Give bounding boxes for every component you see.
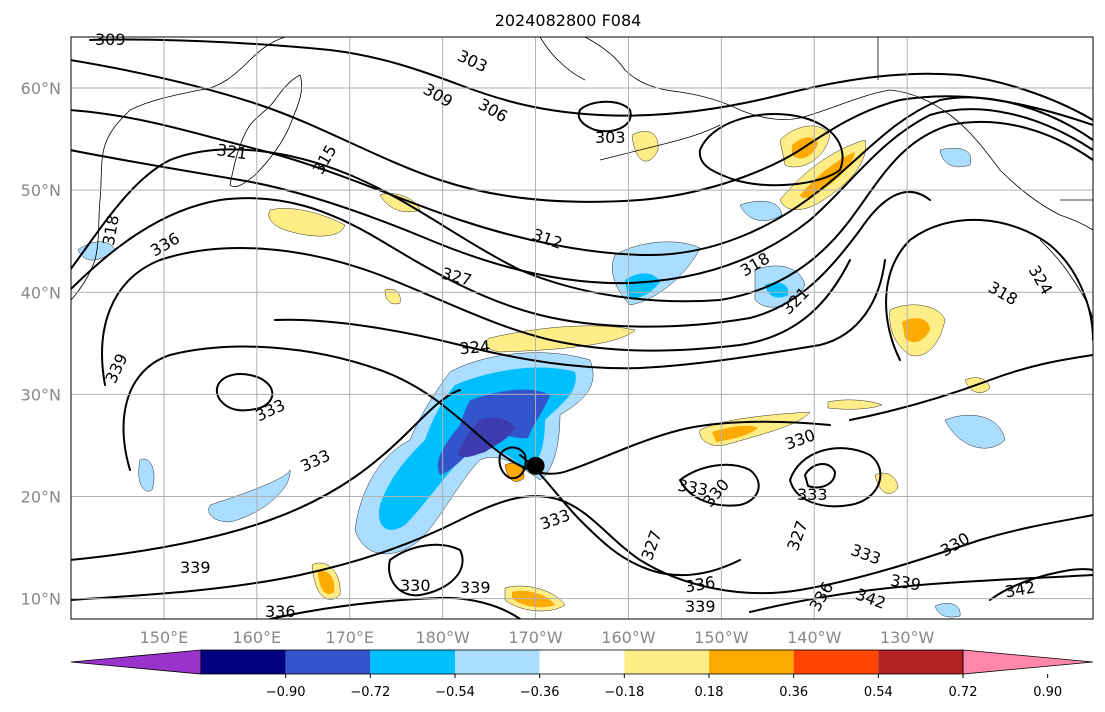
lon-tick-label: 160°W [601, 628, 656, 647]
contour-label: 333 [797, 485, 828, 504]
lat-tick-label: 50°N [21, 181, 61, 200]
contour-label: 321 [216, 140, 249, 163]
lon-tick-label: 180°W [415, 628, 470, 647]
colorbar-tick-label: −0.36 [520, 685, 560, 700]
contour-line [849, 354, 1093, 421]
lon-tick-label: 160°E [232, 628, 281, 647]
contour-line [498, 446, 527, 480]
colorbar-tick-label: −0.54 [435, 685, 475, 700]
positive-shading-ne-pacific-core [902, 318, 930, 343]
lat-tick-label: 60°N [21, 79, 61, 98]
positive-shading-4 [827, 399, 883, 410]
coastline-north-america [1039, 239, 1093, 321]
lon-tick-label: 170°E [325, 628, 374, 647]
colorbar-segment [370, 650, 455, 674]
contour-line [698, 113, 844, 187]
positive-shading-hawaii-core [712, 425, 758, 442]
colorbar-extend-high [962, 649, 1094, 675]
colorbar-tick-label: 0.72 [949, 685, 978, 700]
negative-shading-northeast-core [765, 282, 789, 298]
colorbar-tick-label: −0.18 [604, 685, 644, 700]
contour-line [71, 495, 1093, 601]
contour-line [679, 463, 760, 507]
contour-label: 339 [685, 597, 716, 616]
positive-shading-nw [268, 208, 346, 237]
colorbar-segment [455, 650, 540, 674]
lat-tick-label: 40°N [21, 283, 61, 302]
contour-line [122, 345, 831, 475]
contour-line [749, 574, 1093, 613]
positive-shading-southwest-core [318, 571, 335, 594]
contour-line [71, 96, 1093, 256]
negative-shading-far-east2 [939, 147, 972, 168]
positive-shading-nw2 [379, 193, 421, 213]
contour-line [577, 100, 632, 133]
contour-line [71, 120, 1093, 303]
colorbar-segment [878, 650, 963, 674]
contour-line [71, 59, 1093, 203]
lon-tick-label: 170°W [508, 628, 563, 647]
negative-shading-northeast3 [739, 200, 783, 221]
gridlines [71, 37, 1093, 619]
negative-shading-far-east [944, 414, 1006, 449]
colorbar-tick-label: 0.18 [695, 685, 724, 700]
colorbar-tick-label: 0.36 [779, 685, 808, 700]
colorbar-extend-low [70, 649, 202, 675]
contour-label: 336 [265, 602, 296, 621]
lon-axis: 150°E 160°E 170°E 180°W 170°W 160°W 150°W 140°W… [140, 628, 935, 647]
map-panel: 309 303 309 306 303 321 315 318 336 312 … [70, 30, 1094, 621]
negative-shading-max [458, 417, 515, 458]
storm-position-marker [526, 456, 545, 475]
contour-line [274, 259, 886, 370]
colorbar-frame [200, 649, 964, 675]
colorbar-segment [201, 650, 286, 674]
lat-tick-label: 20°N [21, 487, 61, 506]
contour-label: 339 [180, 558, 211, 577]
coastline-bering [539, 37, 586, 81]
lon-tick-label: 150°E [140, 628, 189, 647]
colorbar-segment [793, 650, 879, 674]
colorbar-tick-label: 0.90 [1033, 685, 1062, 700]
lat-axis: 10°N 20°N 30°N 40°N 50°N 60°N [21, 79, 61, 609]
shaded-fields [77, 125, 1006, 618]
lon-tick-label: 140°W [787, 628, 842, 647]
coastline-aleutians [599, 124, 721, 161]
contour-line [71, 190, 931, 328]
contour-line [885, 218, 1093, 361]
colorbar-tick-label: 0.54 [864, 685, 893, 700]
contour-line [89, 38, 1093, 121]
positive-shading-aleutian [631, 131, 659, 162]
negative-shading-south [934, 603, 961, 618]
negative-shading-west [138, 458, 155, 492]
contour-label: 303 [595, 128, 626, 147]
colorbar-segment [624, 650, 709, 674]
colorbar: −0.90 −0.72 −0.54 −0.36 −0.18 0.18 0.36 0.54 0.7… [70, 649, 1094, 700]
lon-tick-label: 150°W [694, 628, 749, 647]
map-frame [70, 36, 1094, 620]
contour-line [519, 454, 741, 577]
contour-line [388, 543, 464, 597]
coastline-asia [71, 37, 286, 301]
lat-tick-label: 10°N [21, 590, 61, 609]
figure-title: 2024082800 F084 [495, 11, 642, 30]
contour-lines [71, 38, 1093, 619]
contour-label: 330 [400, 576, 431, 595]
colorbar-tick-label: −0.72 [350, 685, 390, 700]
colorbar-tick-label: −0.90 [266, 685, 306, 700]
contour-line [215, 373, 274, 412]
positive-shading-1 [384, 289, 401, 305]
coastline-kamchatka [229, 74, 303, 188]
contour-line [989, 568, 1093, 601]
contour-line [101, 247, 851, 386]
lat-tick-label: 30°N [21, 385, 61, 404]
contour-line [71, 108, 1093, 285]
contour-label: 324 [459, 337, 491, 359]
contour-label: 309 [95, 30, 126, 49]
colorbar-segment [539, 650, 625, 674]
colorbar-segment [285, 650, 371, 674]
colorbar-segment [709, 650, 794, 674]
lon-tick-label: 130°W [880, 628, 935, 647]
contour-label: 339 [460, 578, 491, 597]
